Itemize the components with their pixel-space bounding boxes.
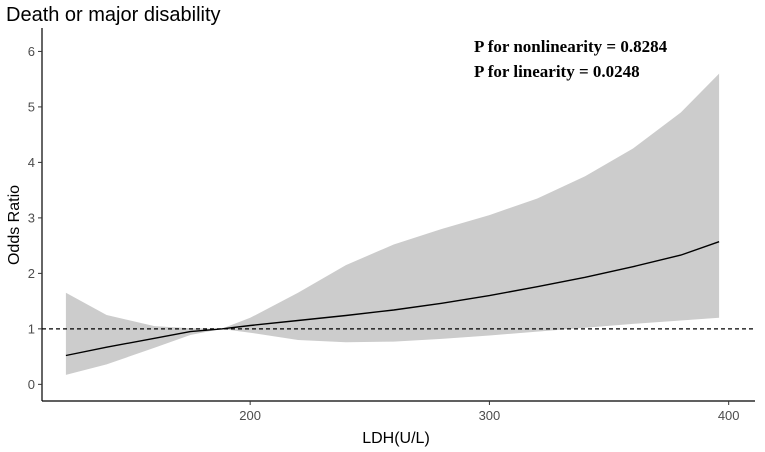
x-tick-label: 200 <box>239 408 261 423</box>
x-axis-title: LDH(U/L) <box>362 430 430 447</box>
plot-area <box>42 73 755 375</box>
chart-title: Death or major disability <box>6 4 221 26</box>
annotation-linearity: P for linearity = 0.0248 <box>474 62 640 81</box>
y-axis-title: Odds Ratio <box>6 185 23 265</box>
y-tick-label: 1 <box>28 321 35 336</box>
odds-ratio-line <box>65 241 720 357</box>
confidence-band <box>65 73 720 375</box>
y-tick-label: 3 <box>28 210 35 225</box>
x-tick-label: 400 <box>718 408 740 423</box>
y-tick-label: 2 <box>28 266 35 281</box>
y-tick-label: 6 <box>28 44 35 59</box>
x-tick-label: 300 <box>479 408 501 423</box>
y-tick-label: 4 <box>28 155 35 170</box>
y-tick-label: 5 <box>28 99 35 114</box>
axes: 0 1 2 3 4 5 6 200 300 400 <box>28 28 755 423</box>
y-tick-label: 0 <box>28 377 35 392</box>
annotation-nonlinearity: P for nonlinearity = 0.8284 <box>474 37 668 56</box>
